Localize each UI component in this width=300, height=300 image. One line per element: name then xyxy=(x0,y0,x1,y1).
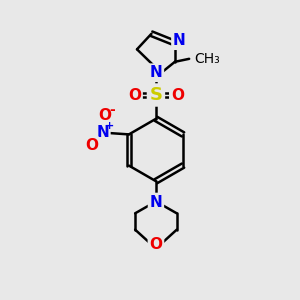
Text: N: N xyxy=(150,65,162,80)
Text: O: O xyxy=(85,138,98,153)
Text: O: O xyxy=(99,108,112,123)
Text: CH₃: CH₃ xyxy=(194,52,220,66)
Text: O: O xyxy=(149,237,162,252)
Text: O: O xyxy=(171,88,184,103)
Text: S: S xyxy=(149,86,162,104)
Text: +: + xyxy=(105,122,114,131)
Text: O: O xyxy=(128,88,141,103)
Text: N: N xyxy=(150,194,162,209)
Text: N: N xyxy=(96,125,109,140)
Text: N: N xyxy=(173,33,186,48)
Text: -: - xyxy=(109,103,115,117)
